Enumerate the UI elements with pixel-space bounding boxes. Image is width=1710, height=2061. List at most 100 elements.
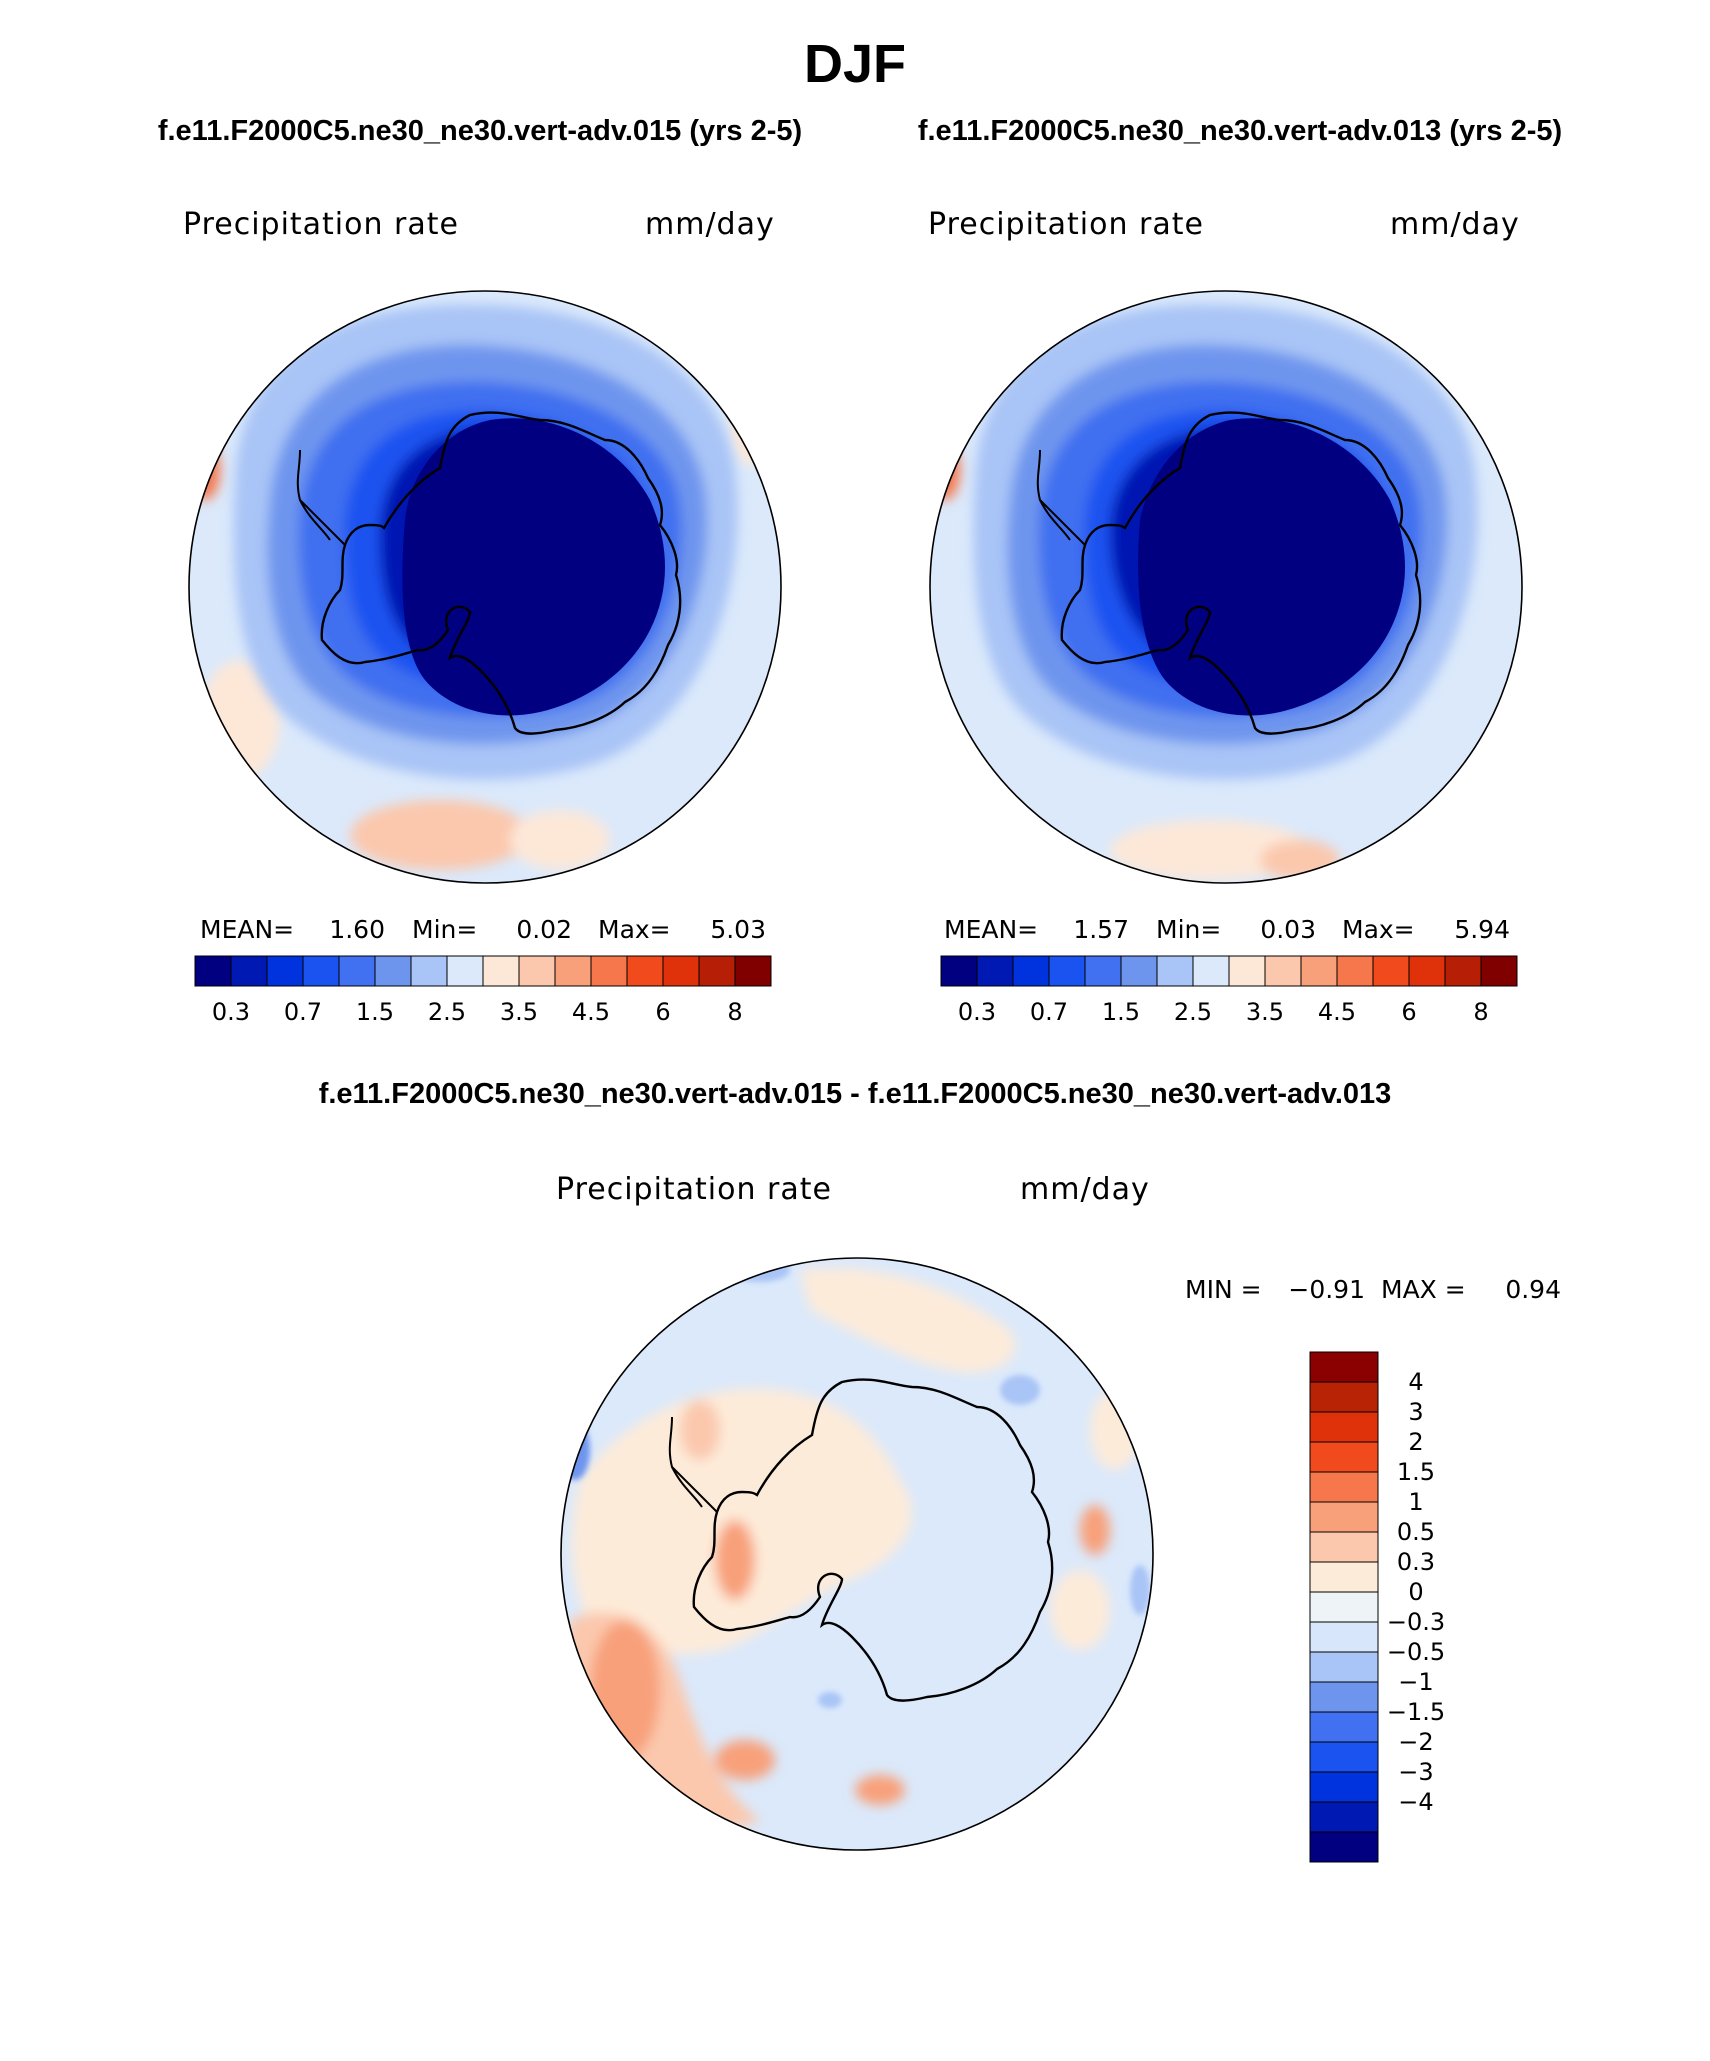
left-min-label: Min= <box>412 915 477 944</box>
right-peninsula <box>1036 449 1086 546</box>
left-max-value: 5.03 <box>710 915 766 944</box>
left-colorbar-box <box>230 955 268 987</box>
left-colorbar-tick-label: 3.5 <box>500 998 538 1026</box>
diff-colorbar-tick-label: 1.5 <box>1397 1458 1435 1486</box>
right-colorbar-tick-label: 8 <box>1473 998 1488 1026</box>
right-colorbar-tick-label: 6 <box>1401 998 1416 1026</box>
right-colorbar-box <box>1120 955 1158 987</box>
left-colorbar-box <box>518 955 556 987</box>
left-colorbar-tick-label: 6 <box>655 998 670 1026</box>
right-colorbar: 0.3 0.7 1.5 2.5 3.5 4.5 6 8 <box>940 955 1518 1026</box>
diff-variable-label: Precipitation rate <box>556 1172 832 1207</box>
right-variable-label: Precipitation rate <box>928 207 1204 242</box>
diff-colorbar-tick-label: 2 <box>1408 1428 1423 1456</box>
left-min-value: 0.02 <box>516 915 572 944</box>
right-units-label: mm/day <box>1390 207 1520 242</box>
left-colorbar-box <box>302 955 340 987</box>
diff-min-value: −0.91 <box>1288 1275 1365 1304</box>
diff-colorbar-tick-label: −4 <box>1398 1788 1433 1816</box>
diff-case-title: f.e11.F2000C5.ne30_ne30.vert-adv.015 - f… <box>319 1078 1392 1110</box>
left-colorbar-box <box>446 955 484 987</box>
left-map <box>189 291 781 883</box>
left-colorbar-box <box>410 955 448 987</box>
diff-colorbar-tick-label: 0.5 <box>1397 1518 1435 1546</box>
diff-colorbar-box <box>1309 1831 1379 1863</box>
left-colorbar-box <box>662 955 700 987</box>
left-peninsula <box>296 449 346 546</box>
left-colorbar-tick-label: 8 <box>727 998 742 1026</box>
left-colorbar-box <box>266 955 304 987</box>
left-map-border <box>188 290 782 884</box>
left-colorbar-box <box>374 955 412 987</box>
right-colorbar-box <box>1336 955 1374 987</box>
diff-colorbar-box <box>1309 1591 1379 1623</box>
diff-colorbar-tick-label: 0 <box>1408 1578 1423 1606</box>
diff-colorbar-tick-label: −1 <box>1398 1668 1433 1696</box>
left-colorbar-box <box>338 955 376 987</box>
right-map <box>930 291 1522 883</box>
left-colorbar-tick-label: 0.3 <box>212 998 250 1026</box>
left-colorbar-tick-label: 1.5 <box>356 998 394 1026</box>
right-colorbar-box <box>1408 955 1446 987</box>
left-colorbar-tick-label: 4.5 <box>572 998 610 1026</box>
right-coastline <box>1060 411 1422 735</box>
right-max-label: Max= <box>1342 915 1415 944</box>
left-mean-label: MEAN= <box>200 915 294 944</box>
right-colorbar-box <box>1444 955 1482 987</box>
right-case-title: f.e11.F2000C5.ne30_ne30.vert-adv.013 (yr… <box>918 115 1562 147</box>
diff-colorbar-tick-label: −0.5 <box>1387 1638 1445 1666</box>
diff-max-label: MAX = <box>1381 1275 1466 1304</box>
left-colorbar-box <box>698 955 736 987</box>
left-colorbar-tick-label: 2.5 <box>428 998 466 1026</box>
diff-coastline <box>692 1378 1054 1702</box>
left-colorbar-box <box>554 955 592 987</box>
right-colorbar-tick-label: 3.5 <box>1246 998 1284 1026</box>
diff-colorbar-box <box>1309 1711 1379 1743</box>
diff-peninsula <box>668 1416 718 1513</box>
right-colorbar-box <box>1372 955 1410 987</box>
diff-min-label: MIN = <box>1185 1275 1262 1304</box>
diff-colorbar-tick-label: −1.5 <box>1387 1698 1445 1726</box>
right-colorbar-tick-label: 2.5 <box>1174 998 1212 1026</box>
diff-map-border <box>560 1257 1154 1851</box>
diff-colorbar-box <box>1309 1801 1379 1833</box>
left-colorbar-box <box>590 955 628 987</box>
diff-colorbar-tick-label: 4 <box>1408 1368 1423 1396</box>
right-min-value: 0.03 <box>1260 915 1316 944</box>
diff-colorbar-box <box>1309 1441 1379 1473</box>
right-map-border <box>929 290 1523 884</box>
diff-colorbar-box <box>1309 1561 1379 1593</box>
diff-colorbar-box <box>1309 1471 1379 1503</box>
diff-colorbar-tick-label: 0.3 <box>1397 1548 1435 1576</box>
diff-colorbar-tick-label: −2 <box>1398 1728 1433 1756</box>
diff-colorbar-box <box>1309 1381 1379 1413</box>
left-coastline <box>320 411 682 735</box>
diff-colorbar-tick-label: −3 <box>1398 1758 1433 1786</box>
right-colorbar-tick-label: 1.5 <box>1102 998 1140 1026</box>
right-min-label: Min= <box>1156 915 1221 944</box>
right-colorbar-box <box>1228 955 1266 987</box>
diff-colorbar-box <box>1309 1501 1379 1533</box>
right-colorbar-box <box>1156 955 1194 987</box>
right-colorbar-box <box>1264 955 1302 987</box>
right-max-value: 5.94 <box>1454 915 1510 944</box>
right-colorbar-box <box>1480 955 1518 987</box>
right-colorbar-tick-label: 0.7 <box>1030 998 1068 1026</box>
diff-colorbar-box <box>1309 1771 1379 1803</box>
left-max-label: Max= <box>598 915 671 944</box>
diff-colorbar-box <box>1309 1531 1379 1563</box>
right-colorbar-box <box>1192 955 1230 987</box>
diff-colorbar-tick-label: 1 <box>1408 1488 1423 1516</box>
left-colorbar-box <box>482 955 520 987</box>
figure-title: DJF <box>804 34 906 94</box>
right-colorbar-box <box>1300 955 1338 987</box>
diff-colorbar-box <box>1309 1741 1379 1773</box>
right-colorbar-tick-label: 4.5 <box>1318 998 1356 1026</box>
diff-colorbar-box <box>1309 1411 1379 1443</box>
right-colorbar-box <box>1012 955 1050 987</box>
right-mean-value: 1.57 <box>1073 915 1129 944</box>
left-colorbar-box <box>194 955 232 987</box>
left-colorbar: 0.3 0.7 1.5 2.5 3.5 4.5 6 8 <box>194 955 772 1026</box>
left-mean-value: 1.60 <box>329 915 385 944</box>
